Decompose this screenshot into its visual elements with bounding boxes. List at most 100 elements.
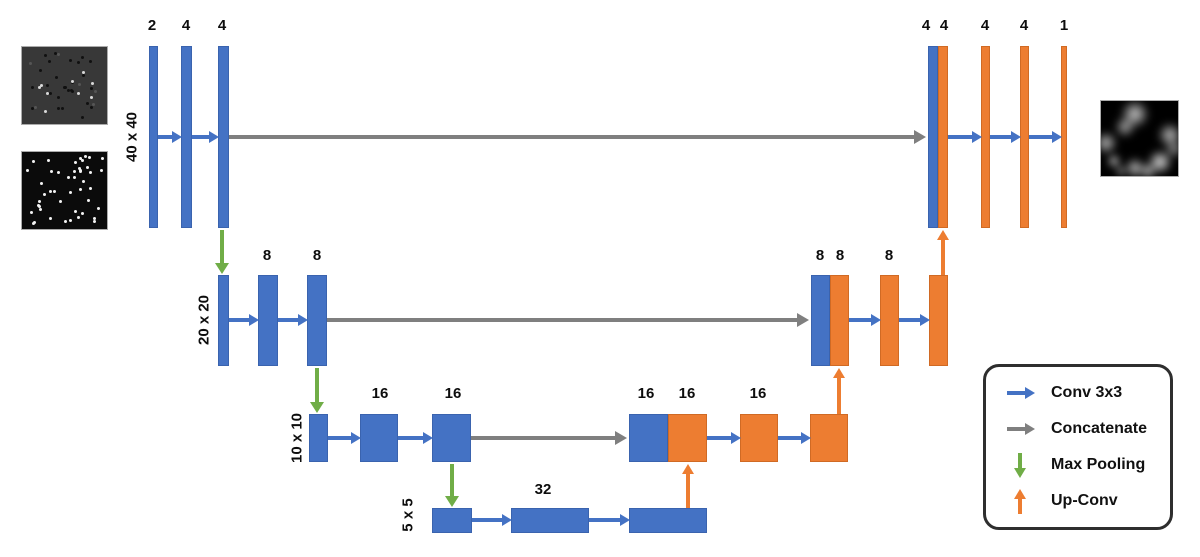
cell-dot: [86, 102, 90, 106]
conv-arrow: [948, 131, 982, 143]
arrow-shaft: [1007, 391, 1027, 395]
cell-dot: [67, 89, 71, 93]
encoder-feature-map-bar: [258, 275, 278, 366]
upconv-feature-map-bar: [668, 414, 707, 462]
conv-arrow: [1029, 131, 1062, 143]
channel-count-label: 1: [1059, 17, 1069, 34]
cell-dot: [37, 200, 41, 204]
cell-dot: [40, 181, 44, 185]
conv-arrow: [158, 131, 182, 143]
arrow-head: [1013, 489, 1026, 499]
cell-dot: [96, 207, 100, 211]
arrow-shaft: [158, 135, 174, 139]
arrow-head: [615, 431, 627, 445]
cell-dot: [63, 219, 67, 223]
arrow-head: [797, 313, 809, 327]
cell-dot: [89, 105, 93, 109]
resolution-label: 10 x 10: [288, 412, 306, 464]
cell-dot: [89, 95, 93, 99]
cell-dot: [81, 158, 85, 162]
up-conv-glyph: [1013, 489, 1027, 514]
channel-count-label: 4: [939, 17, 949, 34]
cell-dot: [56, 95, 60, 99]
cell-dot: [83, 155, 87, 159]
cell-dot: [70, 80, 74, 84]
encoder-feature-map-bar: [181, 46, 192, 228]
arrow-head: [1025, 423, 1035, 435]
cell-dot: [78, 156, 82, 160]
cell-dot: [39, 84, 43, 88]
legend: Conv 3x3 Concatenate Max Pooling Up-Conv: [983, 364, 1173, 530]
arrow-shaft: [315, 368, 319, 404]
encoder-feature-map-bar: [432, 414, 471, 462]
upconv-feature-map-bar: [830, 275, 849, 366]
channel-count-label: 16: [371, 385, 389, 402]
cell-dot: [77, 91, 81, 95]
cell-dot: [45, 84, 49, 88]
conv-arrow: [589, 514, 630, 526]
cell-dot: [94, 89, 98, 93]
cell-dot: [49, 92, 53, 96]
arrow-shaft: [398, 436, 425, 440]
conv-arrow: [849, 314, 881, 326]
upconv-feature-map-bar: [1020, 46, 1029, 228]
cell-dot: [49, 169, 53, 173]
arrow-shaft: [1018, 497, 1022, 514]
encoder-feature-map-bar: [811, 275, 830, 366]
cell-dot: [86, 198, 90, 202]
cell-dot: [55, 75, 59, 79]
arrow-shaft: [471, 436, 617, 440]
resolution-label: 20 x 20: [195, 294, 213, 346]
channel-count-label: 8: [262, 247, 272, 264]
arrow-shaft: [450, 464, 454, 498]
channel-count-label: 16: [749, 385, 767, 402]
encoder-feature-map-bar: [629, 414, 668, 462]
arrow-head: [914, 130, 926, 144]
cell-dot: [81, 70, 85, 74]
cell-dot: [56, 107, 60, 111]
encoder-feature-map-bar: [511, 508, 589, 533]
cell-dot: [89, 59, 93, 63]
max-pooling-arrow: [215, 230, 229, 274]
cell-dot: [43, 109, 47, 113]
conv-arrow-icon: [1004, 379, 1040, 407]
cell-dot: [30, 211, 34, 215]
arrow-head: [1013, 468, 1026, 478]
arrow-head: [1011, 131, 1021, 143]
arrow-head: [972, 131, 982, 143]
conv-arrow: [990, 131, 1021, 143]
conv-arrow: [472, 514, 512, 526]
cell-dot: [44, 53, 48, 57]
up-conv-arrow-icon: [1004, 487, 1040, 515]
channel-count-label: 8: [312, 247, 322, 264]
arrow-head: [681, 464, 694, 474]
arrow-head: [801, 432, 811, 444]
density-blob: [1114, 116, 1136, 138]
legend-item-up-conv: Up-Conv: [1004, 487, 1118, 515]
conv-arrow: [192, 131, 219, 143]
arrow-shaft: [1029, 135, 1054, 139]
cell-dot: [69, 58, 73, 62]
cell-dot: [42, 192, 46, 196]
cell-dot: [99, 169, 103, 173]
arrow-shaft: [327, 318, 799, 322]
channel-count-label: 8: [815, 247, 825, 264]
cell-dot: [56, 171, 60, 175]
up-conv-arrow: [681, 464, 695, 508]
max-pooling-glyph: [1013, 453, 1027, 478]
channel-count-label: 2: [147, 17, 157, 34]
max-pooling-arrow: [310, 368, 324, 413]
cell-dot: [38, 204, 42, 208]
cell-dot: [54, 51, 58, 55]
arrow-head: [1052, 131, 1062, 143]
legend-label-max-pooling: Max Pooling: [1051, 456, 1146, 473]
arrow-shaft: [192, 135, 211, 139]
cell-dot: [61, 107, 65, 111]
upconv-feature-map-bar: [938, 46, 948, 228]
cell-dot: [89, 170, 93, 174]
cell-dot: [31, 86, 35, 90]
arrow-head: [249, 314, 259, 326]
resolution-label: 5 x 5: [399, 498, 417, 532]
cell-dot: [73, 175, 77, 179]
channel-count-label: 4: [1019, 17, 1029, 34]
